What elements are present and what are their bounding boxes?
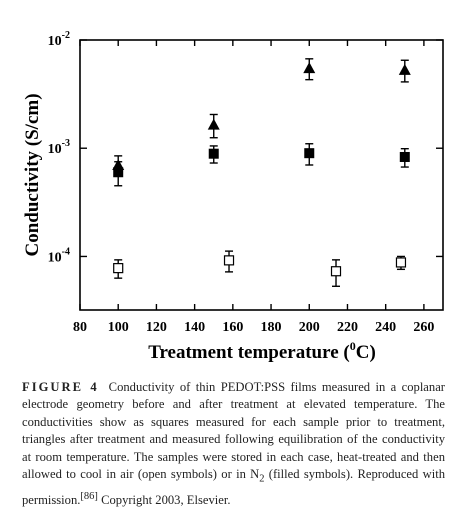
x-tick-label: 260 xyxy=(413,320,434,335)
y-axis-label: Conductivity (S/cm) xyxy=(22,93,43,256)
x-label-sup: 0 xyxy=(350,339,356,353)
x-tick-label: 160 xyxy=(222,320,243,335)
x-tick-label: 240 xyxy=(375,320,396,335)
x-tick-label: 180 xyxy=(261,320,282,335)
y-tick-base: 10 xyxy=(48,250,62,265)
caption-text: Conductivity of thin PEDOT:PSS films mea… xyxy=(22,380,445,482)
caption-ref: [86] xyxy=(80,490,98,502)
plot-frame xyxy=(79,39,444,311)
x-axis-label: Treatment temperature (0C) xyxy=(148,339,376,363)
x-tick-label: 220 xyxy=(337,320,358,335)
caption-sub: 2 xyxy=(259,473,265,485)
y-tick-exponent: -3 xyxy=(62,138,70,149)
y-tick-label: 10-4 xyxy=(48,246,70,265)
y-tick-label: 10-3 xyxy=(48,138,70,157)
open-square-marker xyxy=(395,257,407,268)
square-marker xyxy=(399,151,410,162)
x-label-text: Treatment temperature ( xyxy=(148,342,350,363)
x-tick-label: 100 xyxy=(108,320,129,335)
caption-text: Copyright 2003, Elsevier. xyxy=(97,493,231,508)
triangle-marker xyxy=(398,63,411,75)
square-marker xyxy=(113,167,124,178)
y-tick-label: 10-2 xyxy=(48,30,70,49)
open-square-marker xyxy=(113,263,124,274)
triangle-marker xyxy=(303,62,316,74)
y-tick-exponent: -2 xyxy=(62,30,70,41)
triangle-marker xyxy=(207,118,220,130)
square-marker xyxy=(304,148,315,159)
chart: Conductivity (S/cm) Treatment temperatur… xyxy=(22,30,444,363)
square-marker xyxy=(208,148,219,159)
x-tick-label: 120 xyxy=(146,320,167,335)
y-tick-base: 10 xyxy=(48,142,62,157)
open-square-marker xyxy=(223,255,235,266)
x-tick-label: 200 xyxy=(299,320,320,335)
open-square-marker xyxy=(330,266,342,277)
x-label-tail: C) xyxy=(356,342,376,363)
x-tick-label: 80 xyxy=(73,320,87,335)
caption: FIGURE 4 Conductivity of thin PEDOT:PSS f… xyxy=(22,379,445,510)
x-tick-label: 140 xyxy=(184,320,205,335)
caption-text: (filled symbols). Reproduced with permis… xyxy=(22,467,445,508)
caption-label: FIGURE 4 xyxy=(22,380,99,394)
y-tick-base: 10 xyxy=(48,34,62,49)
y-tick-exponent: -4 xyxy=(62,246,70,257)
